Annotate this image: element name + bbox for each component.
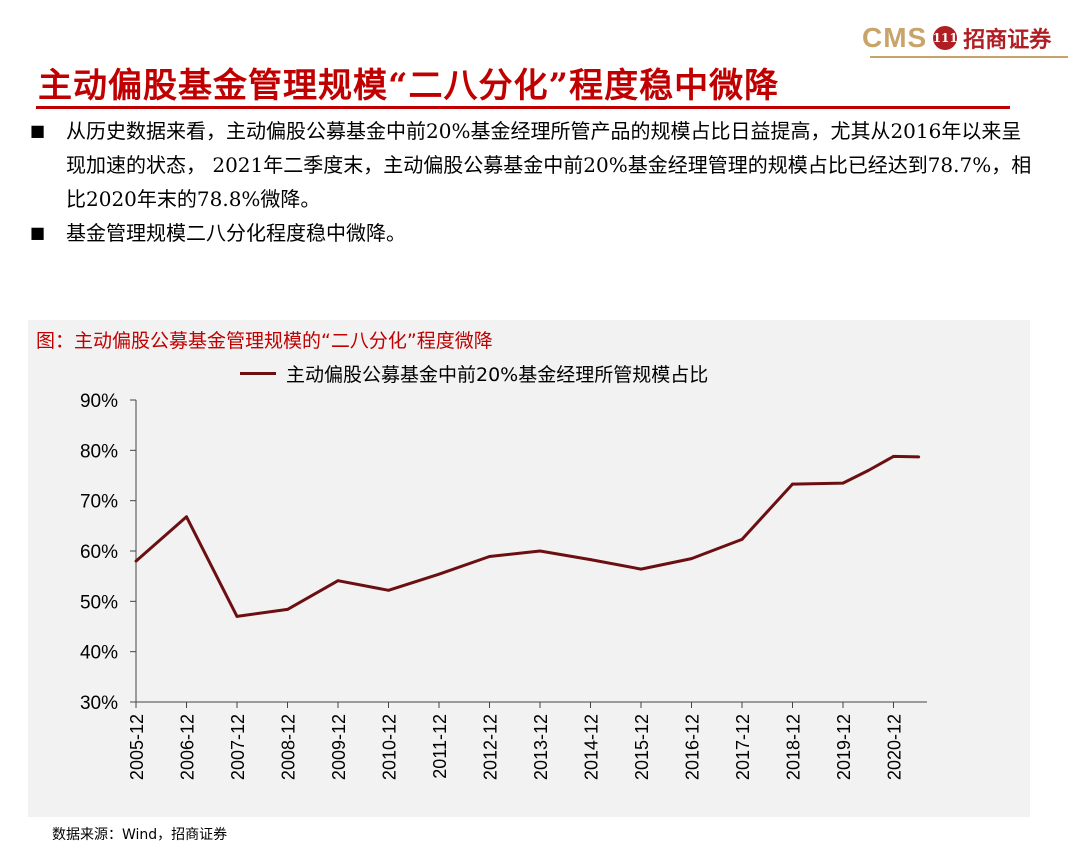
page-title: 主动偏股基金管理规模“二八分化”程度稳中微降	[38, 66, 780, 106]
data-point	[134, 559, 138, 563]
chart-panel: 图：主动偏股公募基金管理规模的“二八分化”程度微降 主动偏股公募基金中前20%基…	[28, 320, 1030, 817]
x-tick-label: 2019-12	[834, 714, 854, 780]
data-point	[286, 607, 289, 611]
data-point	[589, 558, 592, 561]
data-point	[740, 538, 744, 541]
x-tick-label: 2012-12	[481, 714, 501, 780]
bullet-list: ■ 从历史数据来看，主动偏股公募基金中前20%基金经理所管产品的规模占比日益提高…	[30, 114, 1040, 250]
y-tick-label: 30%	[80, 693, 118, 714]
data-point	[917, 455, 921, 459]
data-point	[841, 481, 845, 485]
data-point	[235, 615, 239, 618]
x-tick-label: 2005-12	[127, 714, 147, 780]
data-point	[791, 482, 794, 486]
y-tick-label: 90%	[80, 391, 118, 412]
data-point	[185, 515, 188, 519]
y-tick-label: 60%	[80, 542, 118, 563]
series-line	[135, 454, 919, 618]
data-point	[892, 454, 895, 458]
x-tick-label: 2018-12	[784, 714, 804, 780]
brand-badge-icon: 111	[933, 26, 958, 50]
legend-label: 主动偏股公募基金中前20%基金经理所管规模占比	[286, 364, 709, 386]
y-tick-label: 80%	[80, 441, 118, 462]
y-tick-label: 50%	[80, 592, 118, 613]
bullet-item: ■ 从历史数据来看，主动偏股公募基金中前20%基金经理所管产品的规模占比日益提高…	[30, 114, 1040, 216]
data-point	[488, 555, 491, 558]
bullet-square-icon: ■	[30, 121, 46, 140]
chart-legend: 主动偏股公募基金中前20%基金经理所管规模占比	[240, 360, 708, 387]
x-tick-label: 2017-12	[733, 714, 753, 780]
x-tick-label: 2014-12	[582, 714, 602, 780]
chart-title: 图：主动偏股公募基金管理规模的“二八分化”程度微降	[36, 330, 493, 352]
x-tick-label: 2013-12	[531, 714, 551, 780]
data-point	[336, 579, 340, 583]
x-tick-label: 2016-12	[683, 714, 703, 780]
x-tick-label: 2020-12	[885, 714, 905, 780]
data-point	[387, 588, 390, 592]
x-tick-label: 2010-12	[380, 714, 400, 780]
x-tick-label: 2007-12	[228, 714, 248, 780]
source-note: 数据来源：Wind，招商证券	[52, 827, 228, 843]
brand-name-cn: 招商证券	[963, 27, 1052, 53]
data-point	[538, 549, 542, 553]
brand-name: CMS	[862, 22, 928, 53]
bullet-text: 从历史数据来看，主动偏股公募基金中前20%基金经理所管产品的规模占比日益提高，尤…	[66, 119, 1032, 211]
y-tick-label: 70%	[80, 492, 118, 513]
x-tick-label: 2008-12	[279, 714, 299, 780]
x-tick-label: 2015-12	[632, 714, 652, 780]
x-tick-label: 2009-12	[329, 714, 349, 780]
data-point	[639, 567, 643, 571]
bullet-square-icon: ■	[30, 223, 46, 242]
x-tick-label: 2011-12	[430, 714, 450, 779]
legend-line-swatch	[240, 372, 276, 375]
bullet-item: ■ 基金管理规模二八分化程度稳中微降。	[30, 216, 1040, 250]
y-tick-label: 40%	[80, 643, 118, 664]
title-underline	[36, 106, 1010, 109]
header-divider	[870, 56, 1068, 58]
data-point	[437, 572, 441, 576]
bullet-text: 基金管理规模二八分化程度稳中微降。	[66, 221, 406, 245]
brand-logo: CMS 111 招商证券	[862, 22, 1051, 54]
data-point	[866, 469, 870, 472]
data-point	[690, 557, 693, 560]
line-chart: 30% 40% 50% 60% 70% 80% 90% 2005-12 2006-12 2007-…	[80, 391, 927, 780]
x-tick-label: 2006-12	[178, 714, 198, 780]
